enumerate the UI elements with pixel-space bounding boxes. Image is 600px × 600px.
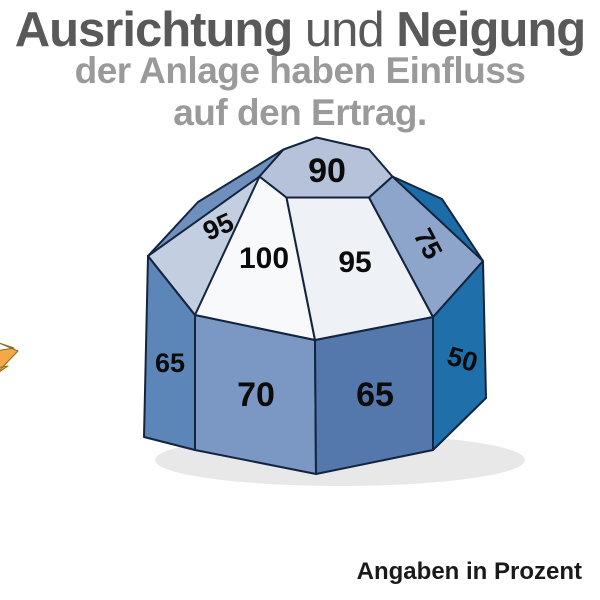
svg-text:100: 100 (239, 242, 289, 275)
svg-text:65: 65 (155, 348, 185, 378)
svg-text:95: 95 (338, 246, 371, 279)
svg-text:70: 70 (237, 376, 275, 414)
svg-text:65: 65 (356, 376, 394, 414)
svg-text:90: 90 (308, 152, 346, 190)
